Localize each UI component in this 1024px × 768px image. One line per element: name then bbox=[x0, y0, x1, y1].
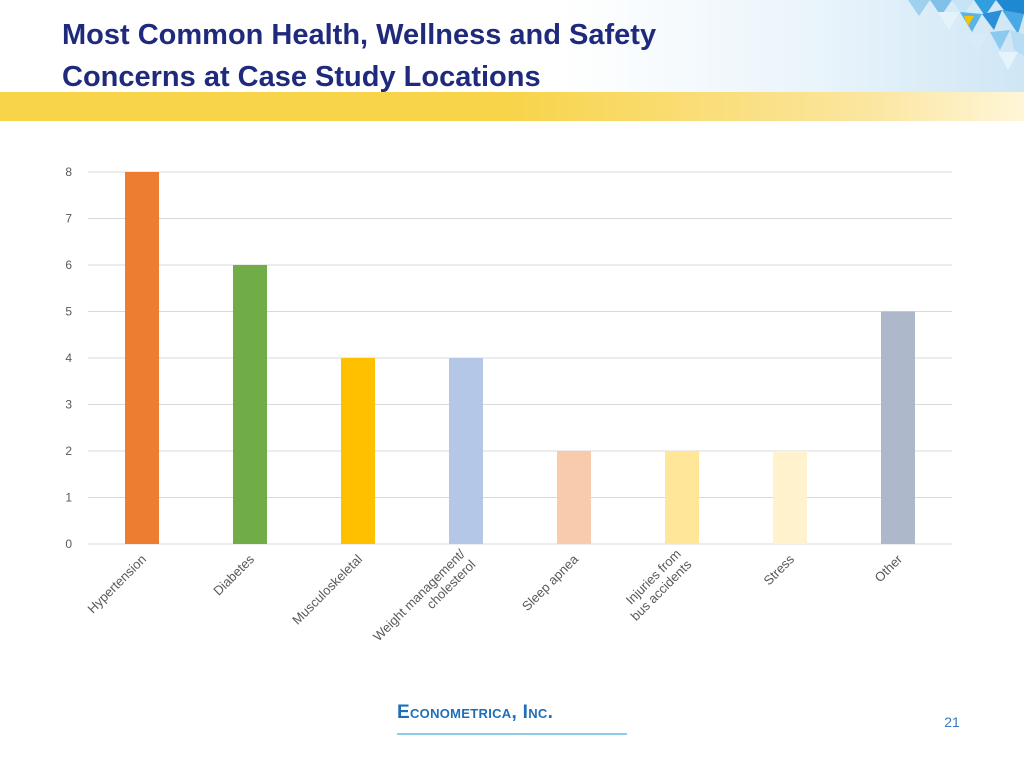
bar-2 bbox=[341, 358, 375, 544]
bar-7 bbox=[881, 311, 915, 544]
bar-1 bbox=[233, 265, 267, 544]
y-tick-label: 2 bbox=[65, 444, 72, 458]
x-category-label: Diabetes bbox=[210, 551, 257, 598]
slide-title-line-1: Most Common Health, Wellness and Safety bbox=[62, 19, 657, 51]
decorative-mosaic bbox=[908, 0, 1024, 70]
y-tick-label: 5 bbox=[65, 305, 72, 319]
page-number: 21 bbox=[944, 714, 960, 730]
y-axis-ticks: 0 1 2 3 4 5 6 7 8 bbox=[65, 165, 72, 551]
x-category-label: Stress bbox=[760, 551, 797, 588]
logo-text: Econometrica, Inc. bbox=[397, 702, 554, 723]
x-category-label-line: Hypertension bbox=[84, 552, 149, 617]
y-tick-label: 1 bbox=[65, 491, 72, 505]
x-category-label-line: Other bbox=[872, 551, 906, 585]
x-category-label-line: Sleep apnea bbox=[519, 551, 582, 614]
x-category-label: Injuries frombus accidents bbox=[617, 546, 695, 624]
bar-0 bbox=[125, 172, 159, 544]
bar-chart: 0 1 2 3 4 5 6 7 8 Hypertension Diabetes Musculoske… bbox=[65, 165, 952, 655]
x-category-label-line: Diabetes bbox=[210, 551, 257, 598]
x-axis-labels: Hypertension Diabetes Musculoskeletal Weigh… bbox=[84, 546, 906, 655]
x-category-label: Hypertension bbox=[84, 552, 149, 617]
x-category-label: Musculoskeletal bbox=[289, 551, 365, 627]
y-tick-label: 8 bbox=[65, 165, 72, 179]
x-category-label-line: Stress bbox=[760, 551, 797, 588]
bar-6 bbox=[773, 451, 807, 544]
slide-title: Most Common Health, Wellness and Safety … bbox=[62, 14, 842, 98]
x-category-label-line: Musculoskeletal bbox=[289, 551, 365, 627]
x-category-label-line: Weight management/ bbox=[370, 546, 468, 644]
x-category-label: Weight management/cholesterol bbox=[370, 546, 479, 655]
y-tick-label: 4 bbox=[65, 351, 72, 365]
bar-3 bbox=[449, 358, 483, 544]
bars bbox=[125, 172, 915, 544]
y-tick-label: 6 bbox=[65, 258, 72, 272]
slide-header: Most Common Health, Wellness and Safety … bbox=[0, 0, 1024, 93]
gridlines bbox=[88, 171, 952, 545]
y-tick-label: 0 bbox=[65, 537, 72, 551]
econometrica-logo: Econometrica, Inc. bbox=[397, 697, 627, 735]
header-accent-bar bbox=[0, 92, 1024, 121]
x-category-label: Other bbox=[872, 551, 906, 585]
y-tick-label: 3 bbox=[65, 398, 72, 412]
bar-5 bbox=[665, 451, 699, 544]
slide-title-line-2: Concerns at Case Study Locations bbox=[62, 61, 541, 93]
x-category-label: Sleep apnea bbox=[519, 551, 582, 614]
bar-4 bbox=[557, 451, 591, 544]
y-tick-label: 7 bbox=[65, 212, 72, 226]
